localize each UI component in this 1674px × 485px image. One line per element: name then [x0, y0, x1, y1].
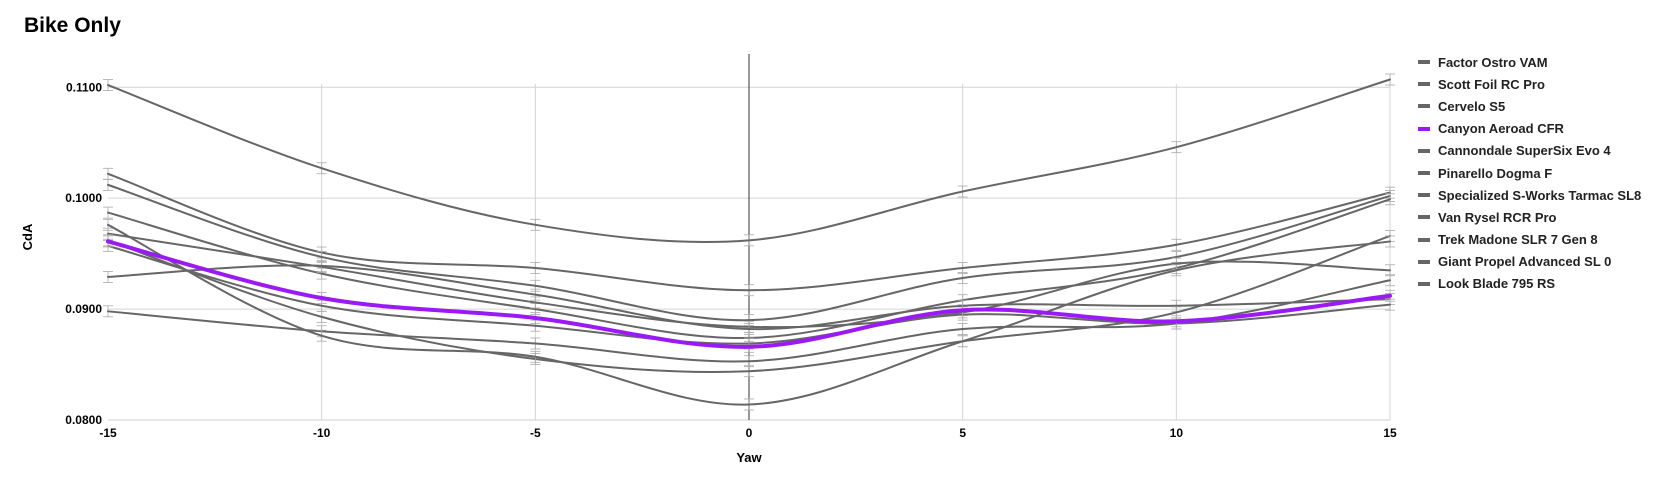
legend-label: Canyon Aeroad CFR [1438, 121, 1564, 137]
legend-swatch [1418, 193, 1430, 198]
series-line-canyon-aeroad-cfr [106, 239, 1392, 349]
legend-item[interactable]: Cannondale SuperSix Evo 4 [1418, 140, 1641, 162]
legend-label: Van Rysel RCR Pro [1438, 209, 1557, 225]
legend-label: Cannondale SuperSix Evo 4 [1438, 143, 1611, 159]
series-line-factor-ostro-vam [107, 78, 1391, 243]
legend-label: Specialized S-Works Tarmac SL8 [1438, 187, 1642, 203]
series-line-giant-propel-advanced-sl-0 [107, 234, 1391, 373]
x-tick-label: 0 [746, 426, 753, 440]
legend-swatch [1418, 281, 1430, 286]
y-tick-label: 0.1000 [65, 191, 102, 205]
x-tick-label: 15 [1383, 426, 1397, 440]
chart-title: Bike Only [24, 14, 121, 37]
y-axis-label: CdA [20, 223, 35, 250]
legend-swatch [1418, 237, 1430, 242]
x-tick-label: -5 [530, 426, 541, 440]
x-tick-label: -10 [313, 426, 331, 440]
legend-label: Giant Propel Advanced SL 0 [1438, 254, 1612, 270]
legend-item[interactable]: Cervelo S5 [1418, 95, 1641, 117]
x-tick-label: -15 [99, 426, 117, 440]
legend-item[interactable]: Factor Ostro VAM [1418, 51, 1641, 73]
legend-label: Trek Madone SLR 7 Gen 8 [1438, 232, 1598, 248]
legend-item[interactable]: Pinarello Dogma F [1418, 162, 1641, 184]
legend-item[interactable]: Specialized S-Works Tarmac SL8 [1418, 184, 1641, 206]
legend-swatch [1418, 259, 1430, 264]
legend-swatch [1418, 126, 1430, 131]
legend-swatch [1418, 104, 1430, 109]
legend-item[interactable]: Van Rysel RCR Pro [1418, 206, 1641, 228]
y-tick-label: 0.1100 [66, 80, 102, 94]
legend: Factor Ostro VAM Scott Foil RC Pro Cervelo… [1418, 51, 1641, 295]
legend-label: Factor Ostro VAM [1438, 54, 1548, 70]
x-tick-label: 5 [959, 426, 966, 440]
legend-swatch [1418, 82, 1430, 87]
legend-label: Cervelo S5 [1438, 98, 1506, 114]
legend-label: Look Blade 795 RS [1438, 276, 1556, 292]
legend-swatch [1418, 215, 1430, 220]
legend-swatch [1418, 148, 1430, 153]
y-tick-label: 0.0900 [65, 302, 102, 316]
legend-item[interactable]: Scott Foil RC Pro [1418, 73, 1641, 95]
legend-swatch [1418, 60, 1430, 65]
legend-label: Pinarello Dogma F [1438, 165, 1553, 181]
x-tick-label: 10 [1170, 426, 1184, 440]
legend-item[interactable]: Look Blade 795 RS [1418, 273, 1641, 295]
series-line-cervelo-s5 [107, 183, 1391, 322]
legend-item[interactable]: Canyon Aeroad CFR [1418, 118, 1641, 140]
legend-label: Scott Foil RC Pro [1438, 76, 1545, 92]
series-line-look-blade-795-rs [107, 223, 1391, 406]
legend-swatch [1418, 171, 1430, 176]
x-axis-label: Yaw [736, 450, 762, 465]
legend-item[interactable]: Trek Madone SLR 7 Gen 8 [1418, 229, 1641, 251]
y-tick-label: 0.0800 [65, 413, 102, 427]
series-line-specialized-s-works-tarmac-sl8 [107, 264, 1391, 331]
legend-item[interactable]: Giant Propel Advanced SL 0 [1418, 251, 1641, 273]
